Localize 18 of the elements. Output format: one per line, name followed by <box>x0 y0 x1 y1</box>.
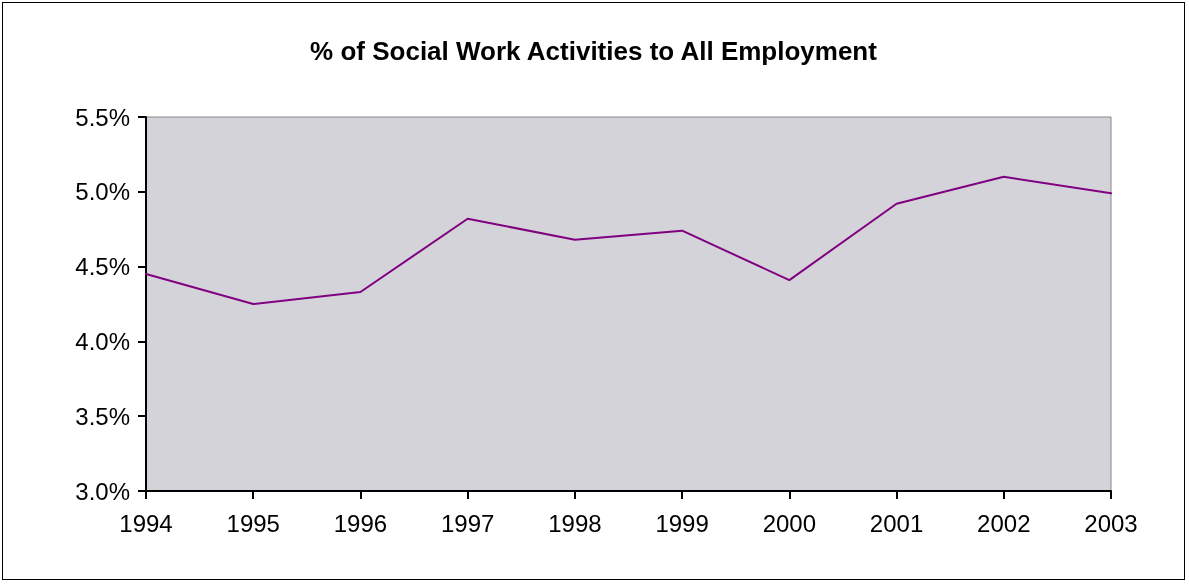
x-tick-label: 1997 <box>440 509 495 537</box>
x-tick-label: 2003 <box>1084 509 1138 537</box>
y-tick-label: 4.0% <box>75 327 130 355</box>
y-tick-label: 3.5% <box>75 402 130 430</box>
x-tick-label: 2000 <box>762 509 817 537</box>
y-tick-label: 5.5% <box>75 103 130 131</box>
x-tick-label: 1999 <box>655 509 709 537</box>
x-tick-label: 1996 <box>333 509 388 537</box>
x-tick-label: 1995 <box>226 509 280 537</box>
x-tick-label: 2001 <box>869 509 924 537</box>
x-tick-label: 1994 <box>119 509 173 537</box>
y-tick-label: 5.0% <box>75 178 130 206</box>
x-tick-label: 2002 <box>977 509 1031 537</box>
x-tick-label: 1998 <box>548 509 602 537</box>
chart-title: % of Social Work Activities to All Employment <box>310 36 878 66</box>
y-tick-label: 4.5% <box>75 253 130 281</box>
line-series <box>145 175 1112 305</box>
y-tick-label: 3.0% <box>75 477 130 505</box>
